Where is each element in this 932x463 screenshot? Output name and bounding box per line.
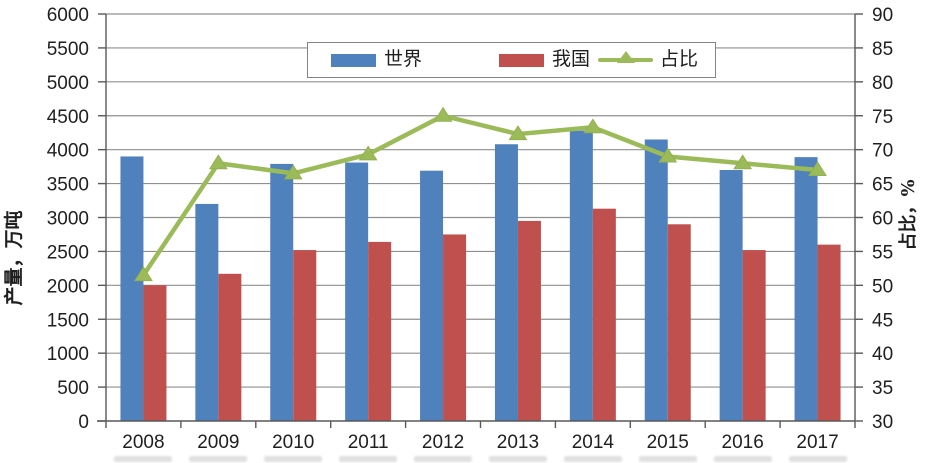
cropped-artifact [638, 456, 697, 462]
right-axis-tick-label: 55 [872, 242, 893, 263]
cropped-artifact [563, 456, 622, 462]
bar-world-2016 [719, 170, 743, 421]
right-axis-tick-label: 90 [872, 5, 893, 26]
x-axis-year-label: 2008 [122, 432, 164, 453]
left-axis-tick-label: 1500 [47, 310, 89, 331]
left-axis-tick-label: 6000 [47, 5, 89, 26]
legend-label-ratio: 占比 [660, 49, 699, 70]
legend: 世界 我国 占比 [307, 42, 716, 78]
bar-china-2016 [742, 250, 766, 421]
right-axis-tick-label: 80 [872, 73, 893, 94]
x-axis-year-label: 2009 [197, 432, 239, 453]
x-axis-year-label: 2013 [497, 432, 539, 453]
ratio-marker-2015 [658, 147, 678, 163]
right-axis-title: 占比，% [897, 179, 919, 250]
x-axis-year-label: 2010 [272, 432, 314, 453]
left-axis-title: 产量，万吨 [2, 210, 25, 305]
right-axis-tick-label: 50 [872, 276, 893, 297]
legend-label-world: 世界 [384, 49, 423, 70]
bar-china-2015 [667, 224, 691, 421]
legend-swatch-world-icon [331, 54, 376, 67]
cropped-artifact [339, 456, 398, 462]
right-axis-tick-label: 75 [872, 107, 893, 128]
bar-china-2011 [368, 241, 392, 421]
right-axis-tick-label: 85 [872, 39, 893, 60]
bar-world-2015 [644, 139, 668, 421]
ratio-line [141, 113, 820, 278]
bar-world-2013 [494, 144, 518, 422]
ratio-marker-2017 [808, 161, 827, 177]
legend-swatch-ratio-triangle-icon [617, 51, 635, 63]
right-axis-tick-label: 60 [872, 209, 893, 230]
cropped-artifact [788, 456, 847, 462]
bar-china-2017 [817, 244, 841, 421]
left-axis-tick-label: 0 [78, 412, 89, 433]
legend-swatch-china-icon [499, 54, 544, 67]
ratio-marker-2010 [283, 164, 303, 180]
ratio-marker-2011 [358, 145, 378, 161]
left-axis-tick-label: 5500 [47, 39, 89, 60]
bar-china-2014 [592, 208, 616, 421]
left-axis-tick-label: 4000 [47, 141, 89, 162]
right-axis-tick-label: 40 [872, 344, 893, 365]
ratio-marker-2014 [583, 118, 603, 134]
x-axis-year-label: 2012 [422, 432, 464, 453]
bar-world-2017 [794, 157, 818, 421]
legend-label-china: 我国 [552, 49, 591, 70]
right-axis-tick-label: 65 [872, 175, 893, 196]
left-axis-tick-label: 2500 [47, 242, 89, 263]
cropped-artifact [414, 456, 473, 462]
x-axis-year-label: 2015 [647, 432, 689, 453]
left-axis-tick-label: 1000 [47, 344, 89, 365]
ratio-marker-2009 [208, 154, 228, 170]
right-axis-tick-label: 35 [872, 378, 893, 399]
x-axis-year-label: 2016 [722, 432, 764, 453]
bar-china-2008 [143, 285, 167, 421]
bar-world-2012 [420, 170, 444, 421]
ratio-marker-2016 [733, 154, 753, 170]
bar-china-2010 [293, 250, 317, 421]
cropped-artifact [189, 456, 248, 462]
x-axis-year-label: 2011 [348, 432, 389, 453]
left-axis-tick-label: 5000 [47, 73, 89, 94]
right-axis-tick-label: 30 [872, 412, 893, 433]
ratio-marker-2013 [508, 125, 528, 141]
bar-china-2013 [517, 220, 541, 421]
right-axis-tick-label: 70 [872, 141, 893, 162]
bar-world-2010 [270, 163, 294, 421]
cropped-artifact [114, 456, 173, 462]
right-axis-tick-label: 45 [872, 310, 893, 331]
cropped-artifact [713, 456, 772, 462]
bar-china-2012 [443, 234, 467, 421]
cropped-artifact [264, 456, 323, 462]
bar-world-2014 [569, 130, 593, 421]
x-axis-year-label: 2014 [572, 432, 615, 453]
left-axis-tick-label: 3500 [47, 175, 89, 196]
bar-china-2009 [218, 273, 242, 421]
ratio-marker-2012 [433, 106, 453, 122]
cropped-artifact [488, 456, 547, 462]
x-axis-year-label: 2017 [796, 432, 838, 453]
bar-world-2008 [120, 156, 144, 421]
bar-world-2011 [345, 162, 369, 421]
ratio-marker-2008 [134, 266, 153, 282]
left-axis-tick-label: 3000 [47, 209, 89, 230]
bar-world-2009 [195, 203, 219, 421]
left-axis-tick-label: 2000 [47, 276, 89, 297]
left-axis-tick-label: 500 [57, 378, 89, 399]
left-axis-tick-label: 4500 [47, 107, 89, 128]
